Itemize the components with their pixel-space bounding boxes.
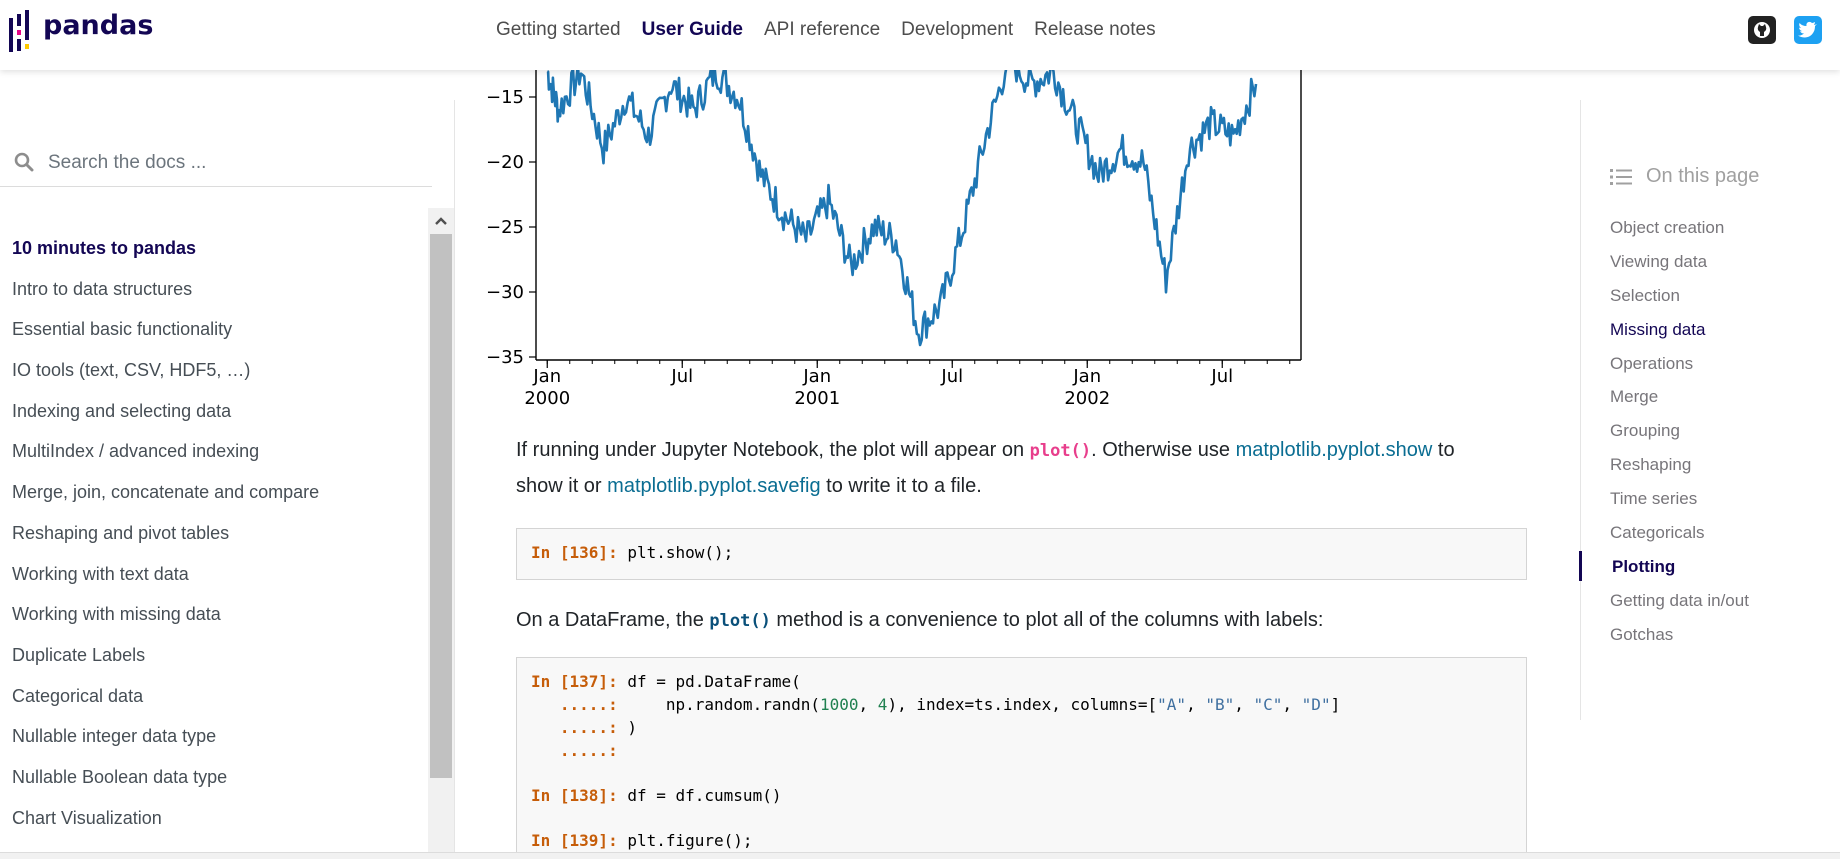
main-nav: Getting started User Guide API reference… xyxy=(496,19,1177,41)
y-tick-label: −30 xyxy=(486,282,524,303)
toc-object-creation[interactable]: Object creation xyxy=(1610,218,1725,237)
toc-viewing-data[interactable]: Viewing data xyxy=(1610,251,1708,271)
x-tick-label-month: Jul xyxy=(1210,366,1233,387)
x-tick-label-month: Jul xyxy=(670,366,693,387)
logo-text: pandas xyxy=(43,9,154,41)
sidebar-item-merge-join[interactable]: Merge, join, concatenate and compare xyxy=(12,482,320,503)
sidebar-divider xyxy=(454,100,455,858)
sidebar-item-duplicate-labels[interactable]: Duplicate Labels xyxy=(12,644,146,665)
sidebar-scroll-thumb[interactable] xyxy=(430,234,452,778)
toc-getting-data[interactable]: Getting data in/out xyxy=(1610,590,1749,610)
toc-operations[interactable]: Operations xyxy=(1610,353,1694,373)
nav-api-reference[interactable]: API reference xyxy=(764,19,881,40)
toc-time-series[interactable]: Time series xyxy=(1610,489,1698,509)
nav-development[interactable]: Development xyxy=(901,19,1014,40)
toc-gotchas[interactable]: Gotchas xyxy=(1610,624,1674,644)
inline-code-plot-method: plot() xyxy=(709,611,771,631)
toc-missing-data[interactable]: Missing data xyxy=(1610,319,1706,339)
horizontal-scrollbar[interactable] xyxy=(0,852,1840,859)
nav-getting-started[interactable]: Getting started xyxy=(496,19,621,40)
sidebar-item-basic-functionality[interactable]: Essential basic functionality xyxy=(12,319,233,340)
code-block-136: In [136]: plt.show(); xyxy=(516,528,1527,580)
sidebar-item-chart-visualization[interactable]: Chart Visualization xyxy=(12,807,162,828)
series-line-ts xyxy=(546,70,1258,347)
code-prompt: In [136]: xyxy=(531,543,618,562)
inline-code-plot: plot() xyxy=(1029,441,1092,461)
search-input[interactable] xyxy=(48,146,418,180)
sidebar-item-intro-data-structures[interactable]: Intro to data structures xyxy=(12,278,193,299)
sidebar-item-10-minutes[interactable]: 10 minutes to pandas xyxy=(12,238,197,258)
y-tick-label: −25 xyxy=(486,217,524,238)
toc-reshaping[interactable]: Reshaping xyxy=(1610,455,1692,475)
x-tick-label-month: Jul xyxy=(940,366,963,387)
sidebar-item-nullable-integer[interactable]: Nullable integer data type xyxy=(12,726,217,747)
toc-active-marker xyxy=(1579,550,1582,581)
scroll-up-arrow-icon[interactable] xyxy=(428,208,454,234)
main-content: −15 −20 −25 −30 −35 Jan 2000 Jul Jan 2001 Jul Jan 20… xyxy=(455,70,1580,858)
on-this-page-toc: On this page Object creation Viewing dat… xyxy=(1579,70,1840,858)
list-icon xyxy=(1610,168,1632,185)
x-tick-label-year: 2002 xyxy=(1064,388,1110,409)
paragraph-dataframe-plot: On a DataFrame, the plot() method is a c… xyxy=(516,609,1324,631)
link-pyplot-show[interactable]: matplotlib.pyplot.show xyxy=(1235,439,1433,461)
toc-selection[interactable]: Selection xyxy=(1610,285,1680,305)
search-icon xyxy=(14,152,34,176)
toc-merge[interactable]: Merge xyxy=(1610,387,1659,407)
code-block-137: In [137]: df = pd.DataFrame( .....: np.r… xyxy=(516,657,1527,858)
sidebar-item-categorical[interactable]: Categorical data xyxy=(12,685,144,706)
sidebar-scrollbar[interactable] xyxy=(428,208,454,858)
x-tick-label-year: 2001 xyxy=(794,388,840,409)
nav-release-notes[interactable]: Release notes xyxy=(1034,19,1156,40)
toc-grouping[interactable]: Grouping xyxy=(1610,421,1680,441)
x-tick-label-year: 2000 xyxy=(524,388,570,409)
y-tick-label: −35 xyxy=(486,347,524,368)
sidebar-nav: 10 minutes to pandas Intro to data struc… xyxy=(12,238,319,848)
pandas-logo-icon xyxy=(7,10,33,54)
nav-user-guide[interactable]: User Guide xyxy=(641,19,743,40)
sidebar-item-indexing[interactable]: Indexing and selecting data xyxy=(12,400,232,421)
sidebar-item-io-tools[interactable]: IO tools (text, CSV, HDF5, …) xyxy=(12,360,251,381)
y-tick-label: −20 xyxy=(486,152,524,173)
toc-categoricals[interactable]: Categoricals xyxy=(1610,523,1705,543)
sidebar-item-missing-data[interactable]: Working with missing data xyxy=(12,604,221,625)
link-pyplot-savefig[interactable]: matplotlib.pyplot.savefig xyxy=(607,475,821,497)
toc-divider xyxy=(1580,100,1581,720)
x-tick-label-month: Jan xyxy=(1072,366,1101,387)
sidebar-item-multiindex[interactable]: MultiIndex / advanced indexing xyxy=(12,441,260,462)
sidebar-item-nullable-boolean[interactable]: Nullable Boolean data type xyxy=(12,766,228,787)
sidebar-item-reshaping[interactable]: Reshaping and pivot tables xyxy=(12,522,230,543)
top-navbar: pandas Getting started User Guide API re… xyxy=(0,0,1840,70)
twitter-icon[interactable] xyxy=(1794,16,1822,44)
x-tick-label-month: Jan xyxy=(802,366,831,387)
toc-plotting[interactable]: Plotting xyxy=(1579,550,1749,591)
x-tick-label-month: Jan xyxy=(532,366,561,387)
github-icon[interactable] xyxy=(1748,16,1776,44)
y-tick-label: −15 xyxy=(486,87,524,108)
search-divider xyxy=(0,186,432,187)
paragraph-jupyter: If running under Jupyter Notebook, the p… xyxy=(516,439,1455,497)
sidebar-item-text-data[interactable]: Working with text data xyxy=(12,563,189,584)
pandas-logo[interactable]: pandas xyxy=(7,10,153,54)
toc-heading: On this page xyxy=(1610,165,1759,188)
